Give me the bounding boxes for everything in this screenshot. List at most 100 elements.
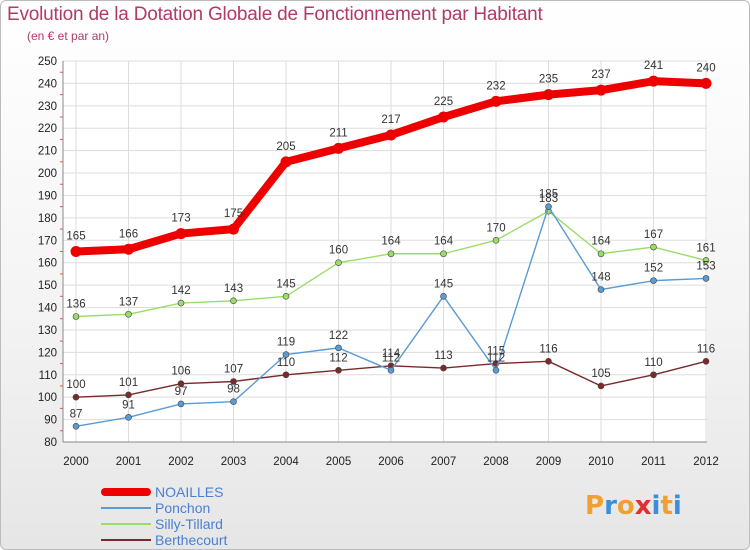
data-label-noailles: 225: [434, 96, 453, 108]
legend-item-berthecourt: Berthecourt: [101, 532, 321, 548]
x-tick-label: 2004: [273, 456, 299, 468]
data-point-ponchon: [650, 277, 657, 284]
data-label-ponchon: 112: [487, 352, 505, 364]
data-label-ponchon: 98: [227, 384, 240, 396]
data-label-noailles: 211: [329, 127, 347, 139]
data-label-silly-tillard: 142: [171, 285, 190, 297]
data-label-silly-tillard: 164: [381, 236, 401, 248]
data-label-ponchon: 97: [175, 386, 188, 398]
data-label-silly-tillard: 136: [66, 298, 85, 310]
y-tick-label: 170: [38, 235, 57, 247]
data-label-noailles: 237: [591, 69, 610, 81]
data-label-noailles: 175: [224, 208, 243, 220]
data-label-berthecourt: 100: [66, 379, 85, 391]
data-point-silly-tillard: [335, 259, 342, 267]
y-tick-label: 80: [44, 437, 57, 449]
data-label-noailles: 232: [486, 80, 505, 92]
legend-item-ponchon: Ponchon: [101, 500, 321, 516]
data-label-berthecourt: 116: [697, 343, 715, 355]
series-silly-tillard: [72, 207, 710, 320]
y-tick-label: 210: [38, 146, 57, 158]
series-berthecourt: [72, 358, 710, 401]
y-tick-label: 230: [38, 101, 57, 113]
data-label-ponchon: 185: [539, 189, 558, 201]
data-label-ponchon: 148: [591, 272, 610, 284]
data-point-berthecourt: [282, 371, 290, 379]
data-point-ponchon: [387, 366, 395, 374]
x-tick-label: 2009: [536, 456, 562, 468]
data-label-ponchon: 145: [434, 278, 453, 290]
data-label-silly-tillard: 164: [591, 236, 611, 248]
data-label-berthecourt: 110: [277, 357, 295, 369]
data-point-noailles: [385, 129, 397, 141]
y-tick-label: 220: [38, 123, 57, 135]
data-point-ponchon: [125, 414, 132, 421]
data-point-berthecourt: [230, 378, 237, 385]
x-tick-label: 2000: [63, 456, 89, 468]
data-point-noailles: [438, 111, 449, 123]
data-point-silly-tillard: [125, 310, 132, 318]
data-point-ponchon: [545, 203, 552, 210]
data-point-silly-tillard: [387, 250, 395, 258]
data-point-berthecourt: [597, 382, 605, 390]
data-label-noailles: 241: [644, 60, 663, 72]
x-tick-label: 2003: [221, 456, 247, 468]
x-tick-label: 2008: [483, 456, 509, 468]
series-ponchon: [72, 203, 710, 430]
data-point-silly-tillard: [72, 313, 80, 320]
data-point-ponchon: [177, 400, 185, 408]
data-label-berthecourt: 110: [644, 357, 662, 369]
data-point-ponchon: [335, 344, 342, 352]
data-label-silly-tillard: 145: [276, 278, 295, 290]
data-label-noailles: 235: [539, 74, 558, 86]
data-label-berthecourt: 112: [329, 352, 347, 364]
data-point-silly-tillard: [597, 250, 605, 258]
data-point-noailles: [123, 243, 134, 255]
data-point-berthecourt: [72, 393, 80, 401]
data-point-silly-tillard: [492, 236, 500, 244]
y-tick-label: 150: [38, 280, 57, 292]
data-label-silly-tillard: 161: [696, 242, 715, 254]
data-point-berthecourt: [125, 391, 132, 399]
legend-label: NOAILLES: [155, 484, 224, 500]
data-label-berthecourt: 105: [591, 368, 610, 380]
x-tick-label: 2010: [588, 456, 614, 468]
y-tick-label: 100: [38, 392, 57, 404]
data-point-noailles: [700, 77, 712, 89]
data-label-noailles: 240: [696, 62, 715, 74]
legend-swatch: [101, 523, 151, 525]
data-point-noailles: [228, 223, 239, 235]
y-tick-label: 90: [44, 415, 57, 427]
data-label-noailles: 217: [381, 114, 400, 126]
data-label-berthecourt: 106: [171, 366, 190, 378]
data-label-ponchon: 153: [696, 260, 715, 272]
y-tick-label: 240: [38, 78, 57, 90]
legend-item-silly-tillard: Silly-Tillard: [101, 516, 321, 532]
legend-label: Berthecourt: [155, 532, 228, 548]
y-tick-label: 160: [38, 258, 57, 270]
data-point-berthecourt: [335, 366, 342, 374]
data-point-noailles: [175, 228, 187, 240]
chart-subtitle: (en € et par an): [27, 29, 110, 43]
y-tick-label: 130: [38, 325, 57, 337]
data-label-ponchon: 119: [277, 337, 295, 349]
data-label-ponchon: 87: [70, 408, 83, 420]
x-tick-label: 2001: [116, 456, 142, 468]
data-point-noailles: [280, 156, 292, 168]
x-tick-label: 2002: [168, 456, 194, 468]
data-point-silly-tillard: [650, 243, 657, 251]
data-point-noailles: [70, 246, 82, 257]
legend-swatch: [101, 488, 151, 496]
data-point-berthecourt: [545, 358, 552, 365]
data-point-berthecourt: [702, 358, 710, 365]
data-point-silly-tillard: [702, 257, 710, 264]
data-point-ponchon: [702, 275, 710, 282]
legend-swatch: [101, 507, 151, 509]
chart-title: Evolution de la Dotation Globale de Fonc…: [7, 4, 543, 25]
y-tick-label: 110: [39, 370, 57, 382]
y-tick-label: 200: [38, 168, 57, 180]
legend-label: Silly-Tillard: [155, 516, 223, 532]
data-label-berthecourt: 115: [487, 346, 505, 358]
